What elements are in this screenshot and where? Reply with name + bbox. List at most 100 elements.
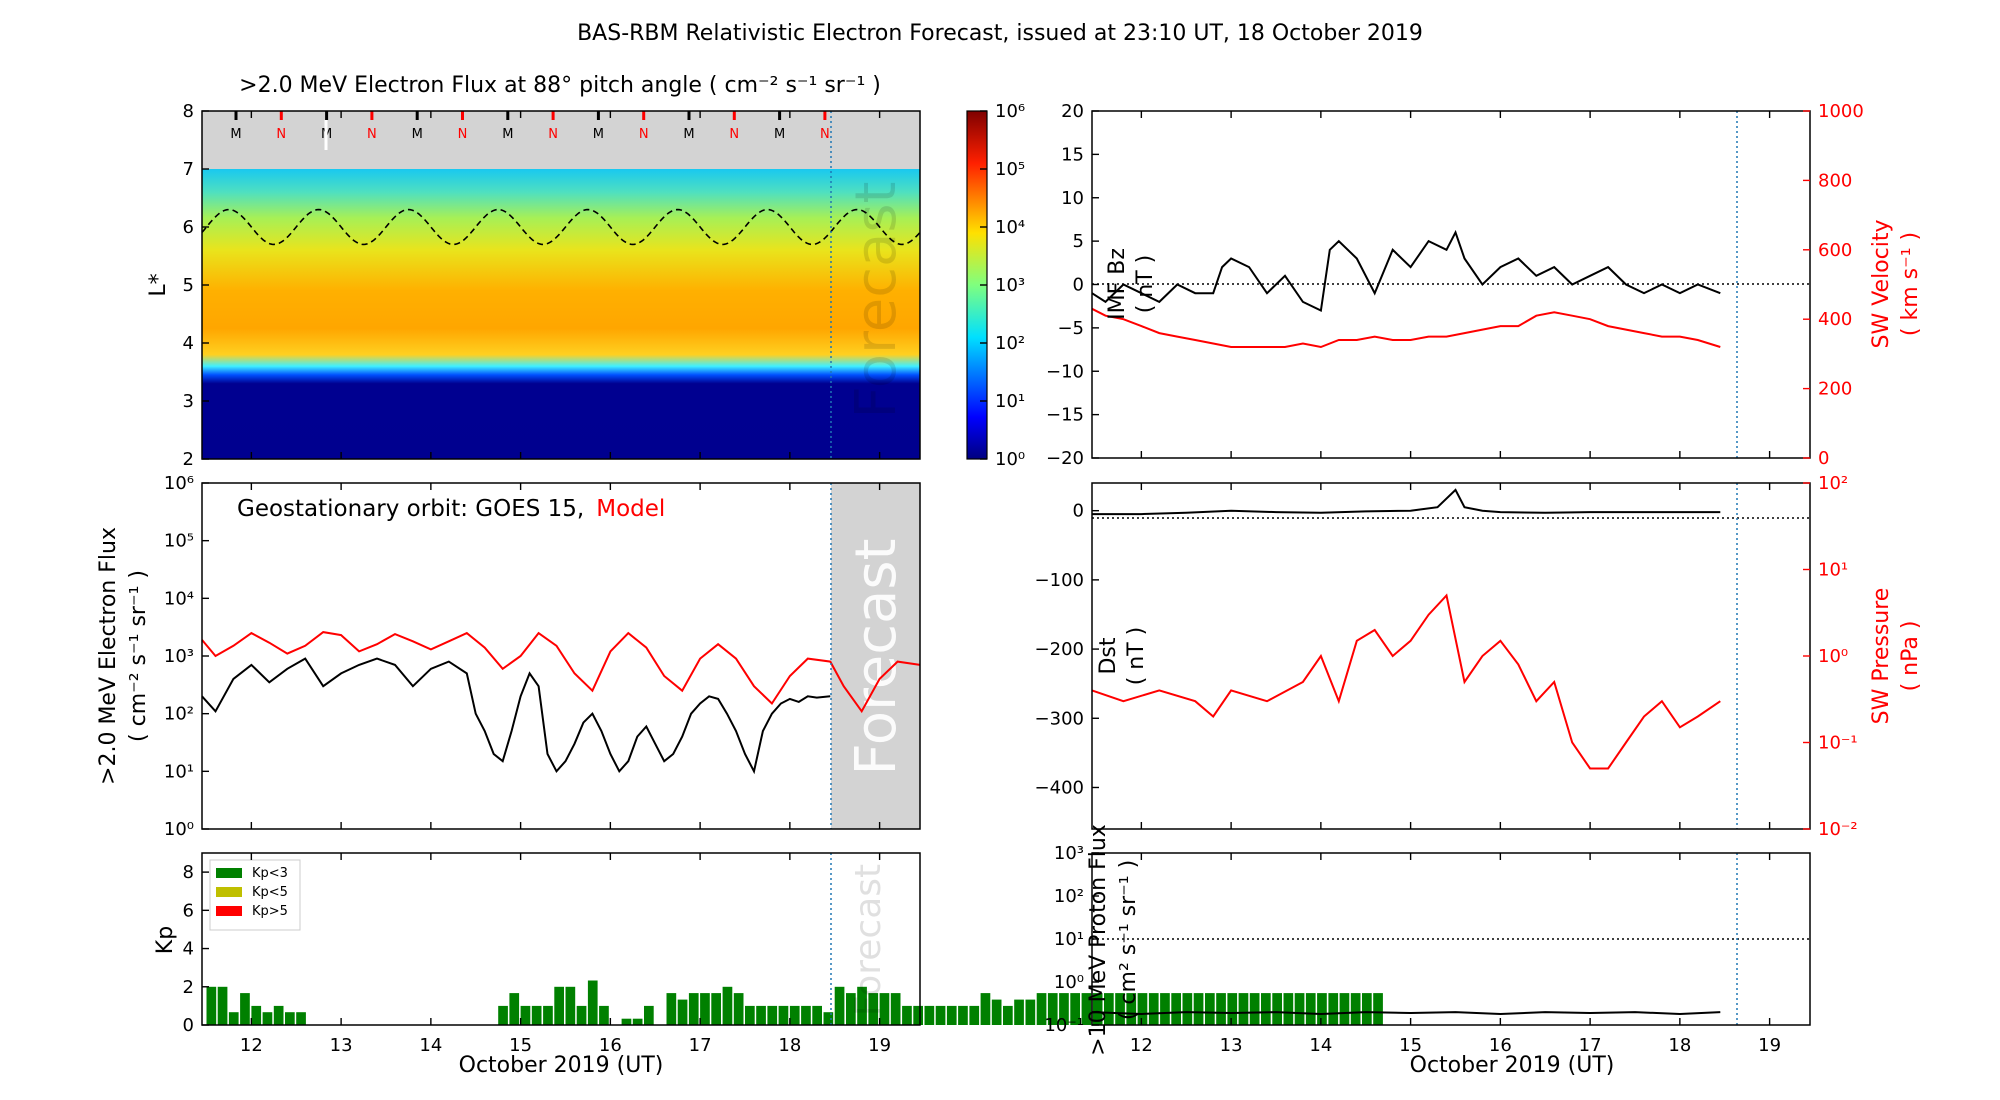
- y-tick-label: 2: [183, 977, 194, 998]
- y-tick-label: 10²: [164, 704, 194, 725]
- kp-bar: [1003, 1005, 1013, 1025]
- mn-marker-label: M: [774, 127, 785, 142]
- geo-goes-line: [201, 657, 831, 775]
- dst-line: [1092, 488, 1721, 516]
- kp-bar: [1272, 993, 1282, 1025]
- panel-imf: −20 −15 −10 −5 0 5 10 15 20 0 200 400 600 800 1000 IM…: [1046, 101, 1923, 469]
- imf-y-ticks: −20 −15 −10 −5 0 5 10 15 20: [1046, 101, 1099, 469]
- dst-ylabel: Dst: [1096, 637, 1121, 674]
- kp-bar: [1294, 993, 1305, 1025]
- imf-velocity-line: [1091, 307, 1721, 349]
- y-tick-label: 10⁶: [164, 473, 194, 494]
- y-tick-label: 5: [1073, 231, 1084, 252]
- dst-ylabel-right: SW Pressure: [1869, 588, 1894, 725]
- kp-bar: [599, 1005, 609, 1025]
- kp-bar: [745, 1005, 755, 1025]
- proton-line: [1091, 1011, 1721, 1016]
- mn-marker-label: M: [412, 127, 423, 142]
- kp-bar: [285, 1012, 295, 1025]
- mn-marker-label: M: [593, 127, 604, 142]
- kp-frame: [201, 852, 921, 1026]
- kp-bar: [801, 1005, 811, 1025]
- x-tick-label: 15: [509, 1035, 532, 1056]
- kp-bar: [1350, 993, 1361, 1025]
- y-tick-label: 10⁰: [995, 449, 1025, 470]
- kp-bar: [273, 1005, 284, 1025]
- x-tick-label: 16: [599, 1035, 622, 1056]
- kp-bar: [1328, 993, 1339, 1025]
- kp-bar: [902, 1005, 912, 1025]
- imf-ylabel-right-units: ( km s⁻¹ ): [1898, 232, 1923, 336]
- kp-bar: [924, 1005, 935, 1025]
- kp-bar: [980, 993, 991, 1025]
- y-tick-label: −300: [1035, 708, 1084, 729]
- y-tick-label: 7: [183, 159, 194, 180]
- y-tick-label: 8: [183, 101, 194, 122]
- x-tick-label: 12: [240, 1035, 263, 1056]
- dst-y-ticks-right: 10² 10¹ 10⁰ 10⁻¹ 10⁻²: [1803, 473, 1858, 840]
- y-tick-label: 10³: [995, 275, 1025, 296]
- x-tick-label: 17: [1579, 1035, 1602, 1056]
- kp-bar: [879, 993, 890, 1025]
- kp-bar: [700, 993, 710, 1025]
- kp-bar: [812, 1005, 822, 1025]
- mn-marker-label: N: [548, 127, 558, 142]
- kp-bar: [857, 986, 867, 1025]
- kp-bar: [1182, 993, 1193, 1025]
- y-tick-label: 20: [1061, 101, 1084, 122]
- kp-bar: [756, 1005, 766, 1025]
- kp-bar: [834, 986, 845, 1025]
- y-tick-label: 800: [1818, 170, 1852, 191]
- kp-bar: [711, 993, 721, 1025]
- y-tick-label: 10⁻²: [1818, 819, 1858, 840]
- right-xlabel: October 2019 (UT): [1410, 1053, 1615, 1078]
- kp-bar: [1036, 993, 1047, 1025]
- kp-bar: [1305, 993, 1316, 1025]
- mn-marker-label: N: [639, 127, 649, 142]
- kp-bar: [1047, 993, 1058, 1025]
- kp-bar: [1014, 999, 1024, 1025]
- imf-y-ticks-right: 0 200 400 600 800 1000: [1803, 101, 1864, 469]
- y-tick-label: 10¹: [995, 391, 1025, 412]
- y-tick-label: −15: [1046, 405, 1084, 426]
- kp-bar: [1081, 993, 1092, 1025]
- kp-bar: [1261, 993, 1271, 1025]
- y-tick-label: 200: [1818, 379, 1852, 400]
- y-tick-label: −5: [1057, 318, 1084, 339]
- geo-annotation: Geostationary orbit: GOES 15, Model: [237, 496, 665, 522]
- kp-bar: [1115, 993, 1125, 1025]
- imf-bz-line: [1091, 229, 1721, 312]
- y-tick-label: 10⁴: [164, 588, 194, 609]
- y-tick-label: 10¹: [1054, 929, 1084, 950]
- y-tick-label: 0: [1073, 275, 1084, 296]
- kp-bar: [1193, 993, 1204, 1025]
- kp-bar: [1059, 993, 1069, 1025]
- y-tick-label: 8: [183, 862, 194, 883]
- imf-ylabel-units: ( nT ): [1133, 255, 1158, 314]
- kp-bar: [217, 986, 228, 1025]
- kp-legend-mid: Kp<5: [252, 885, 288, 900]
- kp-bar: [1137, 993, 1148, 1025]
- dst-ylabel-right-units: ( nPa ): [1898, 621, 1923, 692]
- kp-legend-high-swatch: [216, 906, 242, 916]
- y-tick-label: 10⁶: [995, 101, 1025, 122]
- flux-map-heat: [202, 169, 920, 459]
- y-tick-label: 4: [183, 939, 194, 960]
- kp-legend-low-swatch: [216, 868, 242, 878]
- y-tick-label: 10³: [1054, 843, 1084, 864]
- kp-bar: [946, 1005, 957, 1025]
- kp-bar: [296, 1012, 306, 1025]
- kp-bar: [565, 986, 576, 1025]
- flux-map-ylabel: L*: [146, 273, 171, 296]
- kp-ylabel: Kp: [153, 926, 178, 954]
- kp-bar: [531, 1005, 542, 1025]
- kp-bar: [1317, 993, 1327, 1025]
- x-tick-label: 17: [689, 1035, 712, 1056]
- kp-bar: [498, 1005, 508, 1025]
- proton-x-ticks: 12 13 14 15 16 17 18 19: [1130, 853, 1781, 1056]
- kp-forecast-label: Forecast: [848, 864, 889, 1016]
- geo-forecast-label: Forecast: [844, 539, 909, 776]
- y-tick-label: 10²: [995, 333, 1025, 354]
- mn-marker-label: M: [230, 127, 241, 142]
